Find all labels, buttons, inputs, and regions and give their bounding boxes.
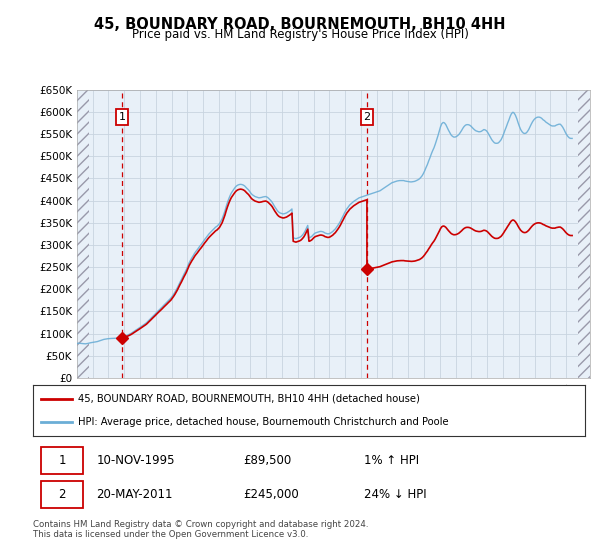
FancyBboxPatch shape	[41, 481, 83, 507]
Text: HPI: Average price, detached house, Bournemouth Christchurch and Poole: HPI: Average price, detached house, Bour…	[78, 417, 449, 427]
Text: 2: 2	[364, 112, 370, 122]
Bar	[578, 90, 590, 378]
Text: 10-NOV-1995: 10-NOV-1995	[97, 454, 175, 467]
Text: Contains HM Land Registry data © Crown copyright and database right 2024.
This d: Contains HM Land Registry data © Crown c…	[33, 520, 368, 539]
Text: 20-MAY-2011: 20-MAY-2011	[97, 488, 173, 501]
Text: 45, BOUNDARY ROAD, BOURNEMOUTH, BH10 4HH: 45, BOUNDARY ROAD, BOURNEMOUTH, BH10 4HH	[94, 17, 506, 32]
Text: 1: 1	[58, 454, 66, 467]
Text: 1% ↑ HPI: 1% ↑ HPI	[364, 454, 419, 467]
Text: £89,500: £89,500	[243, 454, 291, 467]
FancyBboxPatch shape	[41, 447, 83, 474]
Text: 45, BOUNDARY ROAD, BOURNEMOUTH, BH10 4HH (detached house): 45, BOUNDARY ROAD, BOURNEMOUTH, BH10 4HH…	[78, 394, 420, 404]
Bar	[77, 90, 89, 378]
Text: £245,000: £245,000	[243, 488, 299, 501]
Text: 1: 1	[118, 112, 125, 122]
Text: Price paid vs. HM Land Registry's House Price Index (HPI): Price paid vs. HM Land Registry's House …	[131, 28, 469, 41]
Text: 24% ↓ HPI: 24% ↓ HPI	[364, 488, 427, 501]
Text: 2: 2	[58, 488, 66, 501]
